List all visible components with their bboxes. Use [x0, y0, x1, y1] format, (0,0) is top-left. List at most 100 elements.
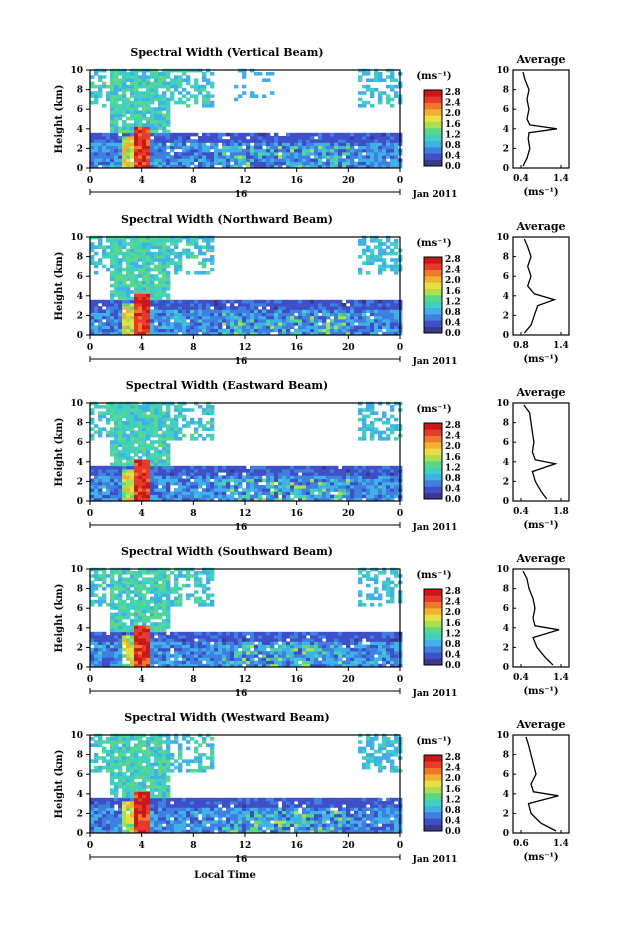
heatmap-cell: [314, 303, 319, 307]
heatmap-cell: [214, 322, 219, 326]
heatmap-cell: [314, 654, 319, 658]
heatmap-cell: [142, 72, 147, 76]
heatmap-cell: [154, 440, 159, 444]
heatmap-cell: [142, 312, 147, 317]
heatmap-cell: [94, 100, 99, 105]
heatmap-cell: [210, 660, 215, 665]
heatmap-cell: [254, 161, 259, 166]
heatmap-cell: [134, 481, 139, 486]
heatmap-cell: [170, 417, 175, 422]
heatmap-cell: [250, 303, 255, 307]
heatmap-cell: [382, 242, 387, 246]
heatmap-cell: [178, 142, 183, 146]
heatmap-cell: [126, 277, 131, 281]
heatmap-cell: [114, 312, 119, 317]
heatmap-cell: [106, 603, 111, 607]
heatmap-cell: [126, 443, 131, 447]
heatmap-cell: [122, 158, 127, 162]
heatmap-cell: [190, 491, 195, 495]
heatmap-cell: [182, 164, 187, 169]
heatmap-cell: [158, 235, 163, 240]
heatmap-cell: [166, 261, 171, 265]
heatmap-cell: [154, 309, 159, 313]
heatmap-cell: [130, 312, 135, 317]
heatmap-cell: [170, 158, 175, 162]
heatmap-cell: [202, 94, 207, 98]
heatmap-cell: [98, 641, 103, 645]
heatmap-cell: [202, 331, 207, 336]
heatmap-cell: [162, 328, 167, 333]
heatmap-cell: [110, 132, 115, 137]
heatmap-cell: [130, 116, 135, 121]
heatmap-cell: [290, 315, 295, 320]
heatmap-cell: [102, 328, 107, 333]
heatmap-cell: [138, 248, 143, 253]
heatmap-cell: [162, 628, 167, 633]
heatmap-cell: [330, 158, 335, 162]
heatmap-cell: [390, 132, 395, 137]
profile-line: [522, 71, 558, 167]
heatmap-cell: [150, 657, 155, 661]
heatmap-cell: [94, 309, 99, 313]
heatmap-cell: [90, 488, 95, 492]
heatmap-cell: [106, 485, 111, 489]
heatmap-cell: [118, 497, 123, 502]
heatmap-cell: [394, 485, 399, 489]
heatmap-cell: [150, 251, 155, 256]
heatmap-cell: [322, 475, 327, 479]
heatmap-cell: [178, 84, 183, 89]
heatmap-cell: [202, 306, 207, 310]
heatmap-cell: [126, 446, 131, 451]
heatmap-cell: [386, 421, 391, 425]
heatmap-cell: [274, 161, 279, 166]
heatmap-cell: [302, 331, 307, 336]
heatmap-cell: [90, 258, 95, 262]
heatmap-cell: [122, 322, 127, 326]
heatmap-cell: [346, 325, 351, 329]
heatmap-cell: [194, 271, 199, 275]
heatmap-cell: [218, 647, 223, 652]
heatmap-cell: [206, 91, 211, 95]
heatmap-cell: [254, 475, 259, 479]
heatmap-cell: [90, 647, 95, 652]
heatmap-cell: [198, 577, 203, 581]
heatmap-cell: [318, 145, 323, 150]
heatmap-cell: [298, 325, 303, 329]
heatmap-cell: [130, 235, 135, 240]
heatmap-cell: [202, 104, 207, 108]
heatmap-cell: [250, 465, 255, 470]
heatmap-cell: [142, 619, 147, 623]
heatmap-cell: [126, 491, 131, 495]
heatmap-cell: [266, 654, 271, 658]
heatmap-cell: [178, 465, 183, 470]
heatmap-cell: [122, 258, 127, 262]
heatmap-cell: [190, 485, 195, 489]
heatmap-cell: [102, 657, 107, 661]
heatmap-cell: [90, 245, 95, 249]
heatmap-cell: [322, 132, 327, 137]
heatmap-cell: [378, 136, 383, 140]
heatmap-cell: [310, 312, 315, 317]
heatmap-cell: [154, 116, 159, 121]
heatmap-cell: [250, 481, 255, 486]
heatmap-cell: [126, 261, 131, 265]
heatmap-cell: [146, 296, 151, 301]
heatmap-cell: [246, 481, 251, 486]
heatmap-cell: [202, 644, 207, 649]
heatmap-cell: [354, 328, 359, 333]
heatmap-cell: [254, 72, 259, 76]
heatmap-cell: [218, 139, 223, 143]
heatmap-cell: [130, 306, 135, 310]
heatmap-cell: [242, 152, 247, 156]
heatmap-cell: [110, 651, 115, 655]
heatmap-cell: [118, 625, 123, 629]
heatmap-cell: [258, 148, 263, 153]
heatmap-cell: [334, 158, 339, 162]
heatmap-cell: [142, 571, 147, 575]
heatmap-cell: [194, 68, 199, 73]
heatmap-cell: [206, 427, 211, 431]
heatmap-cell: [90, 469, 95, 473]
heatmap-cell: [98, 631, 103, 636]
heatmap-cell: [130, 631, 135, 636]
heatmap-cell: [242, 132, 247, 137]
